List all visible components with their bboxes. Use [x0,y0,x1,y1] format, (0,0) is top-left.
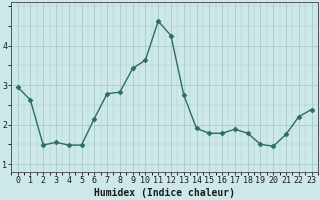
X-axis label: Humidex (Indice chaleur): Humidex (Indice chaleur) [94,188,235,198]
